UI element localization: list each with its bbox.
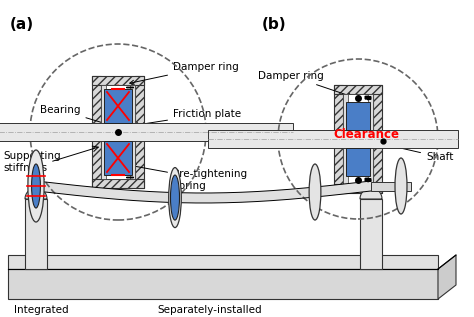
- Text: Damper ring: Damper ring: [130, 62, 239, 84]
- Ellipse shape: [171, 175, 180, 220]
- Text: Shaft: Shaft: [387, 144, 453, 162]
- Polygon shape: [25, 188, 47, 199]
- Polygon shape: [36, 181, 371, 203]
- Bar: [130, 85, 135, 179]
- Polygon shape: [360, 188, 382, 199]
- Bar: [343, 94, 373, 184]
- Bar: [371, 182, 411, 191]
- Bar: [101, 85, 135, 179]
- Bar: [32, 182, 36, 191]
- Bar: [92, 76, 144, 85]
- Bar: [8, 255, 438, 269]
- Ellipse shape: [309, 164, 321, 220]
- Bar: [346, 102, 370, 130]
- Ellipse shape: [32, 164, 40, 208]
- Bar: [92, 179, 144, 188]
- Text: Clearance: Clearance: [333, 128, 399, 141]
- Polygon shape: [438, 255, 456, 299]
- Bar: [334, 184, 382, 193]
- Bar: [0, 123, 293, 141]
- Text: Supporting
stiffness: Supporting stiffness: [3, 151, 61, 173]
- Polygon shape: [360, 199, 382, 269]
- Text: Damper ring: Damper ring: [258, 71, 352, 97]
- Polygon shape: [25, 199, 47, 269]
- Bar: [135, 76, 144, 188]
- Ellipse shape: [169, 168, 181, 228]
- Ellipse shape: [28, 150, 44, 222]
- Bar: [8, 269, 438, 299]
- Text: Friction plate: Friction plate: [240, 130, 328, 140]
- Text: Pre-tightening
spring: Pre-tightening spring: [132, 165, 247, 191]
- Bar: [334, 85, 382, 94]
- Text: Integrated
damper: Integrated damper: [14, 305, 69, 317]
- Bar: [208, 130, 458, 148]
- Bar: [334, 85, 343, 193]
- Text: Friction plate: Friction plate: [134, 109, 241, 127]
- Text: (b): (b): [262, 17, 287, 32]
- Ellipse shape: [395, 158, 407, 214]
- Bar: [368, 94, 373, 184]
- Bar: [92, 76, 101, 188]
- Bar: [346, 148, 370, 176]
- Text: Separately-installed
damper: Separately-installed damper: [157, 305, 262, 317]
- Bar: [373, 85, 382, 193]
- Bar: [104, 89, 132, 123]
- Bar: [101, 85, 106, 179]
- Text: Bearing: Bearing: [40, 105, 116, 128]
- Bar: [343, 94, 348, 184]
- Text: (a): (a): [10, 17, 34, 32]
- Bar: [104, 141, 132, 175]
